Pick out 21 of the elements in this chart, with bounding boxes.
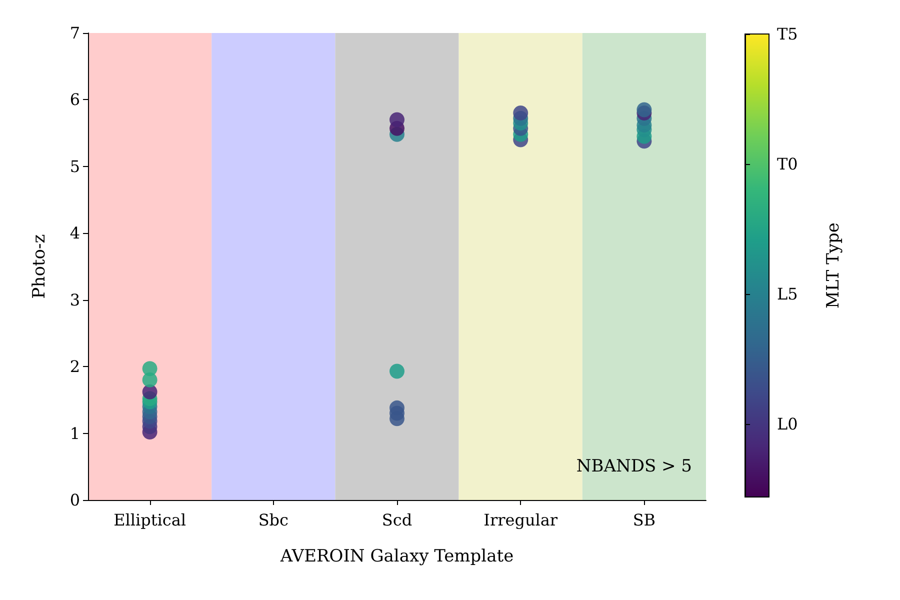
y-tick-label: 5 — [70, 156, 80, 176]
y-tick-label: 0 — [70, 490, 80, 510]
y-tick-label: 2 — [70, 357, 80, 376]
annotation: NBANDS > 5 — [576, 456, 692, 476]
x-axis-title: AVEROIN Galaxy Template — [279, 546, 514, 566]
x-tick-label: Scd — [382, 510, 412, 530]
x-tick-label: Elliptical — [114, 510, 186, 530]
color-bar-title: MLT Type — [824, 222, 844, 308]
color-bar-label: L5 — [777, 284, 798, 304]
color-bar-label: L0 — [777, 414, 798, 434]
color-bar-label: T0 — [777, 154, 798, 174]
y-tick-label: 1 — [70, 424, 80, 443]
x-tick-label: Irregular — [484, 510, 558, 530]
y-tick-label: 6 — [70, 90, 80, 110]
x-tick-label: SB — [632, 510, 656, 530]
y-tick-label: 7 — [70, 24, 80, 42]
y-tick-label: 3 — [70, 290, 80, 310]
color-bar-label: T5 — [777, 24, 798, 44]
y-tick-label: 4 — [70, 224, 80, 243]
x-tick-label: Sbc — [258, 510, 289, 530]
y-axis-title: Photo-z — [30, 234, 50, 299]
